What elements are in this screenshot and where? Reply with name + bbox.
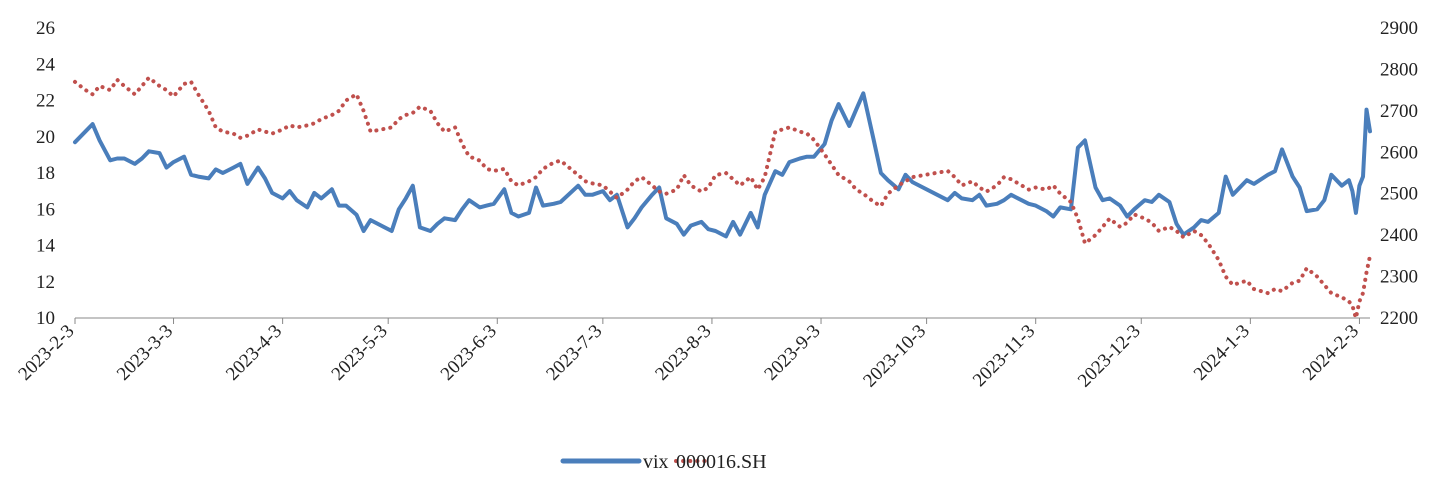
x-tick-label: 2023-9-3	[760, 321, 824, 385]
y-left-tick-label: 10	[36, 308, 55, 329]
y-right-tick-label: 2800	[1380, 59, 1418, 80]
y-right-tick-label: 2700	[1380, 101, 1418, 122]
x-tick-label: 2023-6-3	[437, 321, 501, 385]
y-left-tick-label: 14	[36, 236, 56, 257]
y-right-tick-label: 2300	[1380, 267, 1418, 288]
y-left-tick-label: 22	[36, 91, 55, 112]
y-right-tick-label: 2200	[1380, 308, 1418, 329]
x-tick-label: 2023-10-3	[859, 321, 930, 392]
y-left-tick-label: 20	[36, 127, 55, 148]
x-tick-label: 2024-2-3	[1299, 321, 1363, 385]
y-right-tick-label: 2500	[1380, 184, 1418, 205]
x-tick-label: 2023-7-3	[542, 321, 606, 385]
legend-label: vix	[643, 451, 669, 473]
x-tick-label: 2023-3-3	[113, 321, 177, 385]
y-left-tick-label: 24	[36, 54, 56, 75]
y-left-tick-label: 12	[36, 272, 55, 293]
y-right-tick-label: 2600	[1380, 142, 1418, 163]
x-tick-label: 2023-4-3	[222, 321, 286, 385]
y-left-tick-label: 26	[36, 18, 55, 39]
x-tick-label: 2023-8-3	[651, 321, 715, 385]
x-tick-label: 2023-11-3	[969, 321, 1039, 391]
y-left-tick-label: 18	[36, 163, 55, 184]
series-line-vix	[73, 91, 1372, 239]
legend-label: 000016.SH	[676, 451, 767, 473]
axes-layer: 10 12 14 16 18 20 22 24 26 2200 2300 2400 2500 2600 27…	[14, 18, 1418, 392]
y-left-tick-label: 16	[36, 199, 55, 220]
y-right-tick-label: 2900	[1380, 18, 1418, 39]
series-layer	[73, 75, 1372, 320]
x-tick-label: 2023-12-3	[1074, 321, 1145, 392]
x-tick-label: 2023-5-3	[328, 321, 392, 385]
x-tick-label: 2023-2-3	[14, 321, 78, 385]
y-right-tick-label: 2400	[1380, 225, 1418, 246]
series-line-000016-sh	[73, 75, 1372, 320]
x-tick-label: 2024-1-3	[1190, 321, 1254, 385]
legend: vix 000016.SH	[560, 451, 767, 473]
